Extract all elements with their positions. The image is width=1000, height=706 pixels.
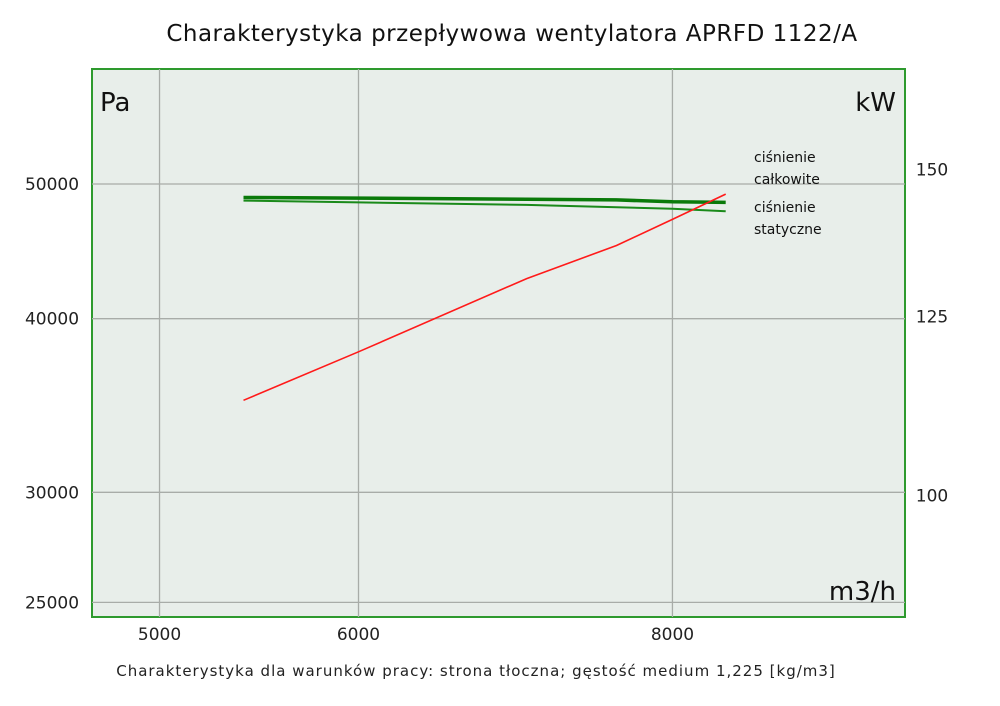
y-left-tick-label: 30000: [25, 483, 79, 503]
y-right-tick-label: 150: [916, 161, 948, 181]
plot-area: [91, 68, 906, 618]
y-left-tick-label: 40000: [25, 310, 79, 330]
left-axis-unit: Pa: [100, 88, 130, 118]
series-line-1: [243, 199, 726, 213]
y-left-tick-label: 50000: [25, 175, 79, 195]
x-axis-unit: m3/h: [829, 577, 896, 607]
right-axis-unit: kW: [855, 88, 896, 118]
series-label: ciśnienie: [754, 150, 816, 166]
x-tick-label: 5000: [138, 625, 181, 645]
series-line-0: [243, 195, 726, 205]
chart-title: Charakterystyka przepływowa wentylatora …: [166, 21, 857, 47]
chart-footnote: Charakterystyka dla warunków pracy: stro…: [116, 662, 836, 680]
series-label: statyczne: [754, 222, 822, 238]
y-right-tick-label: 100: [916, 487, 948, 507]
series-line-2: [243, 193, 727, 402]
series-label: całkowite: [754, 172, 820, 188]
series-label: ciśnienie: [754, 200, 816, 216]
x-tick-label: 8000: [651, 625, 694, 645]
y-left-tick-label: 25000: [25, 593, 79, 613]
x-tick-label: 6000: [337, 625, 380, 645]
y-right-tick-label: 125: [916, 307, 948, 327]
